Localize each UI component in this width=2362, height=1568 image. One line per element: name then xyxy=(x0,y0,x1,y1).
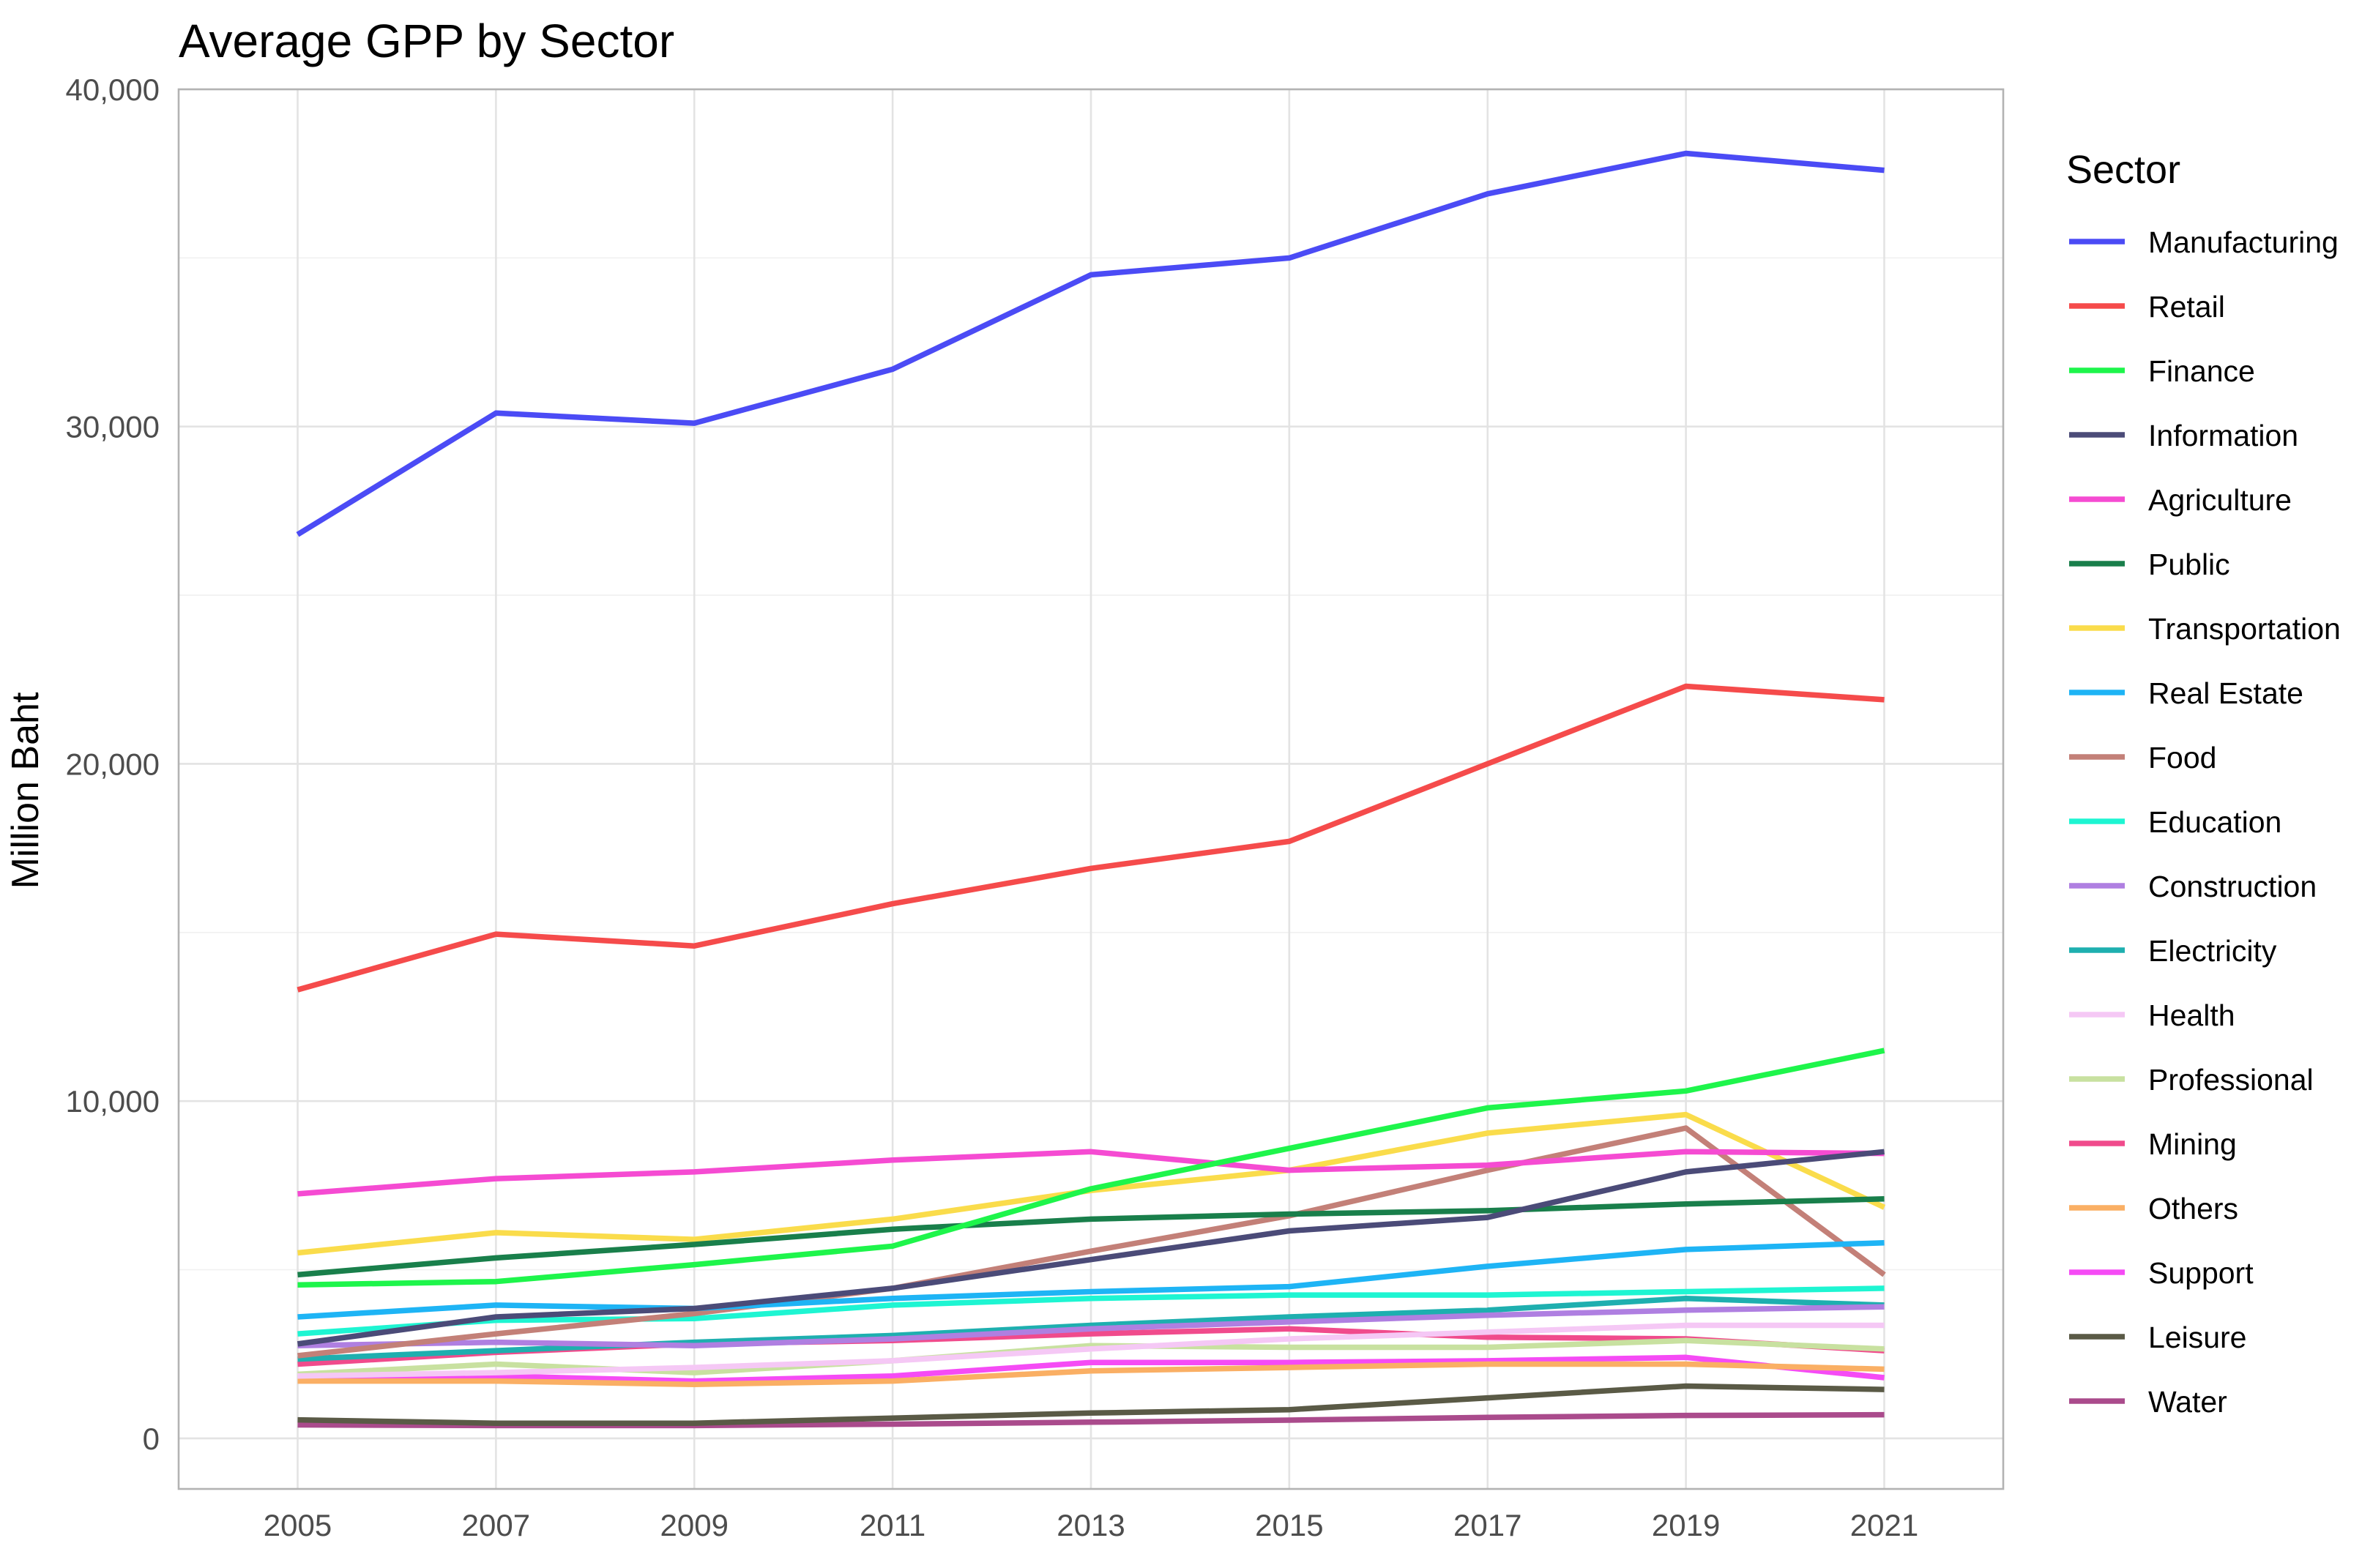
series-line-information xyxy=(297,1149,1885,1347)
legend-label: Leisure xyxy=(2148,1321,2246,1354)
legend-label: Support xyxy=(2148,1256,2254,1290)
legend-label: Real Estate xyxy=(2148,676,2303,710)
legend-label: Retail xyxy=(2148,290,2225,324)
legend-label: Public xyxy=(2148,548,2230,581)
legend-label: Water xyxy=(2148,1385,2227,1419)
legend-label: Agriculture xyxy=(2148,483,2292,517)
series-line-education xyxy=(297,1285,1885,1337)
y-axis-ticks: 0 10,000 20,000 30,000 40,000 xyxy=(66,72,160,1456)
chart-title: Average GPP by Sector xyxy=(179,15,674,67)
legend-label: Information xyxy=(2148,419,2298,452)
series-line-professional xyxy=(297,1337,1885,1378)
series-line-public xyxy=(297,1196,1885,1278)
series-line-real-estate xyxy=(297,1239,1885,1320)
x-tick-label: 2019 xyxy=(1652,1508,1720,1542)
legend-label: Others xyxy=(2148,1192,2238,1225)
x-tick-label: 2005 xyxy=(264,1508,332,1542)
x-tick-label: 2013 xyxy=(1057,1508,1125,1542)
legend-label: Professional xyxy=(2148,1063,2314,1097)
legend-title: Sector xyxy=(2066,148,2180,192)
series-line-manufacturing xyxy=(296,150,1885,537)
series-line-food xyxy=(297,1125,1886,1359)
series-line-retail xyxy=(297,683,1885,993)
legend-label: Electricity xyxy=(2148,934,2277,968)
series-lines xyxy=(296,150,1886,1429)
legend: Sector Manufacturing Retail Finance Informa… xyxy=(2066,148,2341,1419)
x-tick-label: 2017 xyxy=(1453,1508,1521,1542)
series-line-health xyxy=(297,1322,1885,1379)
y-tick-label: 10,000 xyxy=(66,1084,160,1119)
y-tick-label: 40,000 xyxy=(66,72,160,107)
y-axis-label: Million Baht xyxy=(4,692,47,889)
y-tick-label: 30,000 xyxy=(66,410,160,444)
series-line-leisure xyxy=(297,1383,1885,1426)
series-line-agriculture xyxy=(297,1149,1885,1197)
series-line-support xyxy=(297,1354,1885,1384)
x-tick-label: 2009 xyxy=(660,1508,729,1542)
series-line-others xyxy=(297,1361,1885,1387)
x-axis-ticks: 2005 2007 2009 2011 2013 2015 2017 2019 2021 xyxy=(264,1508,1918,1542)
legend-label: Health xyxy=(2148,998,2235,1032)
legend-label: Food xyxy=(2148,741,2216,774)
series-line-finance xyxy=(297,1048,1885,1288)
legend-label: Education xyxy=(2148,805,2281,839)
series-line-electricity xyxy=(297,1295,1885,1362)
series-line-construction xyxy=(297,1304,1885,1348)
legend-label: Finance xyxy=(2148,354,2255,388)
y-tick-label: 0 xyxy=(143,1422,160,1456)
x-tick-label: 2015 xyxy=(1255,1508,1323,1542)
x-tick-label: 2007 xyxy=(462,1508,530,1542)
legend-label: Mining xyxy=(2148,1127,2237,1161)
x-tick-label: 2011 xyxy=(860,1508,925,1542)
legend-label: Construction xyxy=(2148,870,2317,903)
major-gridlines xyxy=(179,88,2003,1489)
y-tick-label: 20,000 xyxy=(66,747,160,781)
x-tick-label: 2021 xyxy=(1850,1508,1918,1542)
plot-panel-border xyxy=(177,88,2005,1490)
legend-label: Transportation xyxy=(2148,612,2341,646)
legend-label: Manufacturing xyxy=(2148,225,2339,259)
